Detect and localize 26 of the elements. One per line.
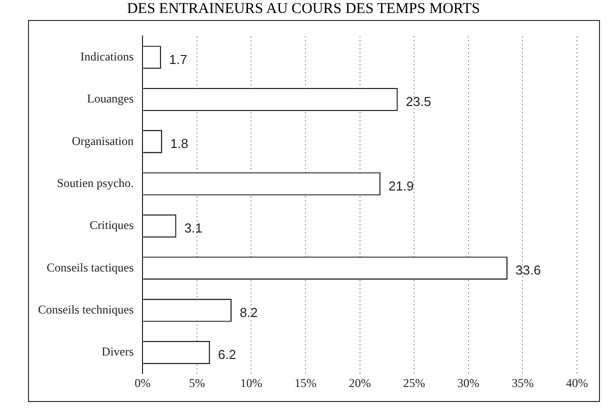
y-tick-label: Conseils techniques (38, 302, 134, 316)
x-tick-label: 0% (134, 376, 151, 390)
x-tick-label: 30% (457, 376, 480, 390)
y-tick-label: Organisation (72, 134, 134, 148)
x-tick-label: 10% (240, 376, 262, 390)
y-tick-label: Indications (80, 49, 134, 64)
data-label: 8.2 (240, 304, 258, 320)
y-tick-label: Soutien psycho. (56, 176, 134, 190)
x-tick-label: 20% (348, 376, 371, 390)
data-label: 33.6 (516, 262, 541, 278)
y-tick-label: Louanges (87, 92, 134, 106)
data-label: 21.9 (388, 178, 414, 194)
x-tick-label: 5% (188, 376, 205, 390)
x-tick-label: 40% (566, 376, 588, 390)
x-tick-label: 15% (294, 376, 317, 390)
data-label: 3.1 (184, 220, 202, 236)
x-tick-label: 35% (512, 376, 534, 390)
data-label: 6.2 (218, 347, 236, 362)
x-tick-label: 25% (403, 376, 426, 390)
y-tick-label: Conseils tactiques (46, 260, 134, 274)
y-tick-label: Critiques (90, 218, 134, 232)
y-tick-label: Divers (102, 344, 134, 359)
data-label: 1.8 (170, 136, 188, 152)
data-label: 23.5 (406, 94, 432, 110)
data-label: 1.7 (169, 52, 188, 67)
chart-title: DES ENTRAINEURS AU COURS DES TEMPS MORTS (126, 0, 482, 18)
